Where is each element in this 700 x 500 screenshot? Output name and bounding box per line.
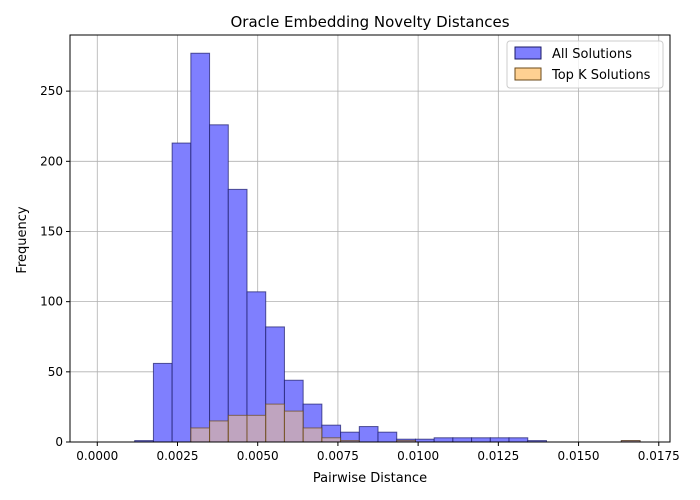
bar-all-solutions (227, 188, 248, 443)
ticks: 0.0000 0.0025 0.0050 0.0075 0.0100 0.0125 0.01… (40, 84, 680, 463)
bar-all-solutions (171, 142, 192, 443)
bar-all-solutions (190, 52, 211, 443)
legend-swatch-top-k-solutions (514, 67, 542, 81)
bar-all-solutions (358, 426, 379, 443)
bar-all-solutions (508, 437, 529, 443)
bar-top-k-solutions (227, 414, 248, 443)
bar-top-k-solutions (209, 420, 229, 443)
x-tick-label: 0.0100 (397, 449, 439, 463)
x-tick-label: 0.0125 (477, 449, 519, 463)
legend-swatch-all-solutions (514, 46, 542, 60)
y-tick-label: 150 (40, 224, 63, 238)
bar-all-solutions (452, 437, 473, 443)
x-tick-label: 0.0175 (638, 449, 680, 463)
x-tick-label: 0.0050 (237, 449, 279, 463)
y-tick-label: 100 (40, 295, 63, 309)
bar-top-k-solutions (265, 403, 285, 443)
x-axis-label: Pairwise Distance (313, 471, 427, 486)
bars (134, 52, 641, 443)
bar-top-k-solutions (246, 414, 267, 443)
chart-title: Oracle Embedding Novelty Distances (230, 13, 509, 31)
y-tick-label: 50 (48, 365, 63, 379)
x-tick-label: 0.0025 (156, 449, 198, 463)
bar-all-solutions (377, 431, 398, 443)
x-tick-label: 0.0000 (76, 449, 118, 463)
bar-top-k-solutions (321, 437, 342, 443)
bar-all-solutions (152, 362, 173, 443)
legend-label-top-k-solutions: Top K Solutions (551, 68, 651, 83)
bar-all-solutions (433, 437, 454, 443)
legend: All Solutions Top K Solutions (506, 40, 664, 89)
bar-all-solutions (471, 437, 491, 443)
y-tick-label: 250 (40, 84, 63, 98)
bar-top-k-solutions (190, 427, 211, 443)
y-tick-label: 200 (40, 154, 63, 168)
bar-all-solutions (209, 124, 229, 443)
legend-box (506, 40, 664, 89)
x-tick-label: 0.0075 (317, 449, 359, 463)
axes-frame (69, 34, 671, 443)
y-tick-label: 0 (55, 435, 63, 449)
x-tick-label: 0.0150 (558, 449, 600, 463)
y-axis-label: Frequency (15, 206, 30, 273)
bar-top-k-solutions (302, 427, 323, 443)
bar-top-k-solutions (283, 410, 304, 443)
bar-all-solutions (489, 437, 510, 443)
legend-label-all-solutions: All Solutions (552, 47, 632, 62)
